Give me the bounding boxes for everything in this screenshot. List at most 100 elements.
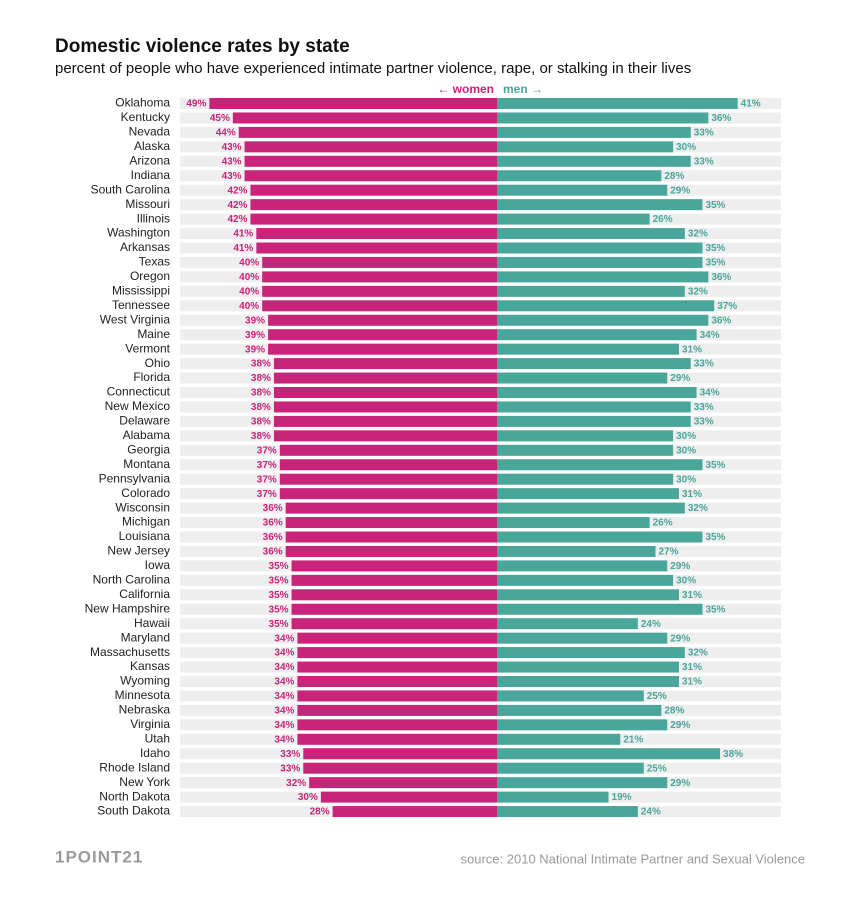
- value-label: 33%: [694, 156, 714, 167]
- bar: [497, 733, 621, 745]
- bar: [497, 690, 644, 702]
- value-label: 37%: [717, 301, 737, 312]
- value-label: 35%: [705, 460, 725, 471]
- value-label: 36%: [263, 547, 283, 558]
- value-label: 35%: [269, 575, 289, 586]
- value-label: 31%: [682, 344, 702, 355]
- bar: [268, 343, 497, 355]
- value-label: 30%: [298, 792, 318, 803]
- category-label: Florida: [133, 370, 170, 384]
- bar: [262, 256, 497, 268]
- bar: [497, 762, 644, 774]
- value-label: 29%: [670, 778, 690, 789]
- bar: [297, 647, 497, 659]
- category-label: New Jersey: [107, 544, 170, 558]
- bar: [497, 589, 679, 601]
- value-label: 31%: [682, 489, 702, 500]
- value-label: 40%: [239, 272, 259, 283]
- category-label: Vermont: [125, 341, 170, 355]
- category-label: Iowa: [145, 558, 171, 572]
- value-label: 35%: [269, 619, 289, 630]
- source: source: 2010 National Intimate Partner a…: [461, 851, 805, 866]
- bar: [256, 228, 497, 240]
- bar: [497, 184, 668, 196]
- value-label: 39%: [245, 344, 265, 355]
- bar: [497, 444, 674, 456]
- category-label: Wisconsin: [115, 500, 170, 514]
- value-label: 32%: [286, 778, 306, 789]
- value-label: 36%: [263, 503, 283, 514]
- value-label: 33%: [280, 749, 300, 760]
- category-label: Texas: [139, 255, 170, 269]
- category-label: West Virginia: [100, 312, 171, 326]
- category-label: Maine: [137, 327, 170, 341]
- value-label: 45%: [210, 113, 230, 124]
- value-label: 30%: [676, 431, 696, 442]
- bar: [273, 430, 497, 442]
- value-label: 34%: [274, 633, 294, 644]
- bar: [497, 155, 691, 167]
- bar: [256, 242, 497, 254]
- category-label: Hawaii: [134, 616, 170, 630]
- value-label: 34%: [274, 648, 294, 659]
- category-label: Illinois: [137, 211, 170, 225]
- bar: [297, 676, 497, 687]
- bar: [262, 271, 497, 283]
- value-label: 42%: [227, 214, 247, 225]
- bar: [244, 155, 497, 167]
- bar: [497, 517, 650, 529]
- value-label: 32%: [688, 503, 708, 514]
- value-label: 19%: [612, 792, 632, 803]
- bar: [497, 618, 638, 630]
- category-label: Mississippi: [112, 284, 170, 298]
- value-label: 42%: [227, 200, 247, 211]
- logo: 1POINT21: [55, 847, 143, 866]
- value-label: 29%: [670, 720, 690, 731]
- bar: [497, 415, 691, 427]
- value-label: 35%: [269, 561, 289, 572]
- category-label: Massachusetts: [90, 645, 170, 659]
- category-label: Rhode Island: [99, 760, 170, 774]
- category-label: Alabama: [123, 428, 171, 442]
- value-label: 29%: [670, 373, 690, 384]
- value-label: 33%: [694, 402, 714, 413]
- bar: [497, 401, 691, 413]
- category-label: Nebraska: [119, 703, 171, 717]
- value-label: 39%: [245, 330, 265, 341]
- bar: [497, 271, 709, 283]
- value-label: 33%: [694, 128, 714, 139]
- category-label: California: [119, 587, 170, 601]
- category-label: Ohio: [145, 356, 171, 370]
- category-label: Utah: [145, 731, 170, 745]
- category-label: Delaware: [119, 414, 170, 428]
- bar: [250, 213, 497, 225]
- value-label: 30%: [676, 474, 696, 485]
- category-label: Kentucky: [121, 110, 170, 124]
- bar: [497, 314, 709, 326]
- bar: [250, 184, 497, 196]
- bar: [497, 285, 685, 297]
- chart-title: Domestic violence rates by state: [55, 36, 350, 57]
- bar: [497, 748, 721, 760]
- category-label: Arizona: [129, 153, 170, 167]
- category-label: Idaho: [140, 746, 170, 760]
- value-label: 34%: [700, 330, 720, 341]
- category-label: South Carolina: [91, 182, 171, 196]
- value-label: 32%: [688, 286, 708, 297]
- value-label: 40%: [239, 286, 259, 297]
- bar: [497, 430, 674, 442]
- bar: [297, 733, 497, 745]
- bar: [273, 415, 497, 427]
- value-label: 31%: [682, 590, 702, 601]
- bar: [497, 329, 697, 341]
- value-label: 30%: [676, 445, 696, 456]
- bar: [273, 372, 497, 384]
- value-label: 38%: [251, 373, 271, 384]
- category-label: Tennessee: [112, 298, 170, 312]
- value-label: 37%: [257, 489, 277, 500]
- value-label: 34%: [274, 677, 294, 688]
- value-label: 32%: [688, 229, 708, 240]
- value-label: 28%: [664, 171, 684, 182]
- category-label: North Dakota: [99, 789, 170, 803]
